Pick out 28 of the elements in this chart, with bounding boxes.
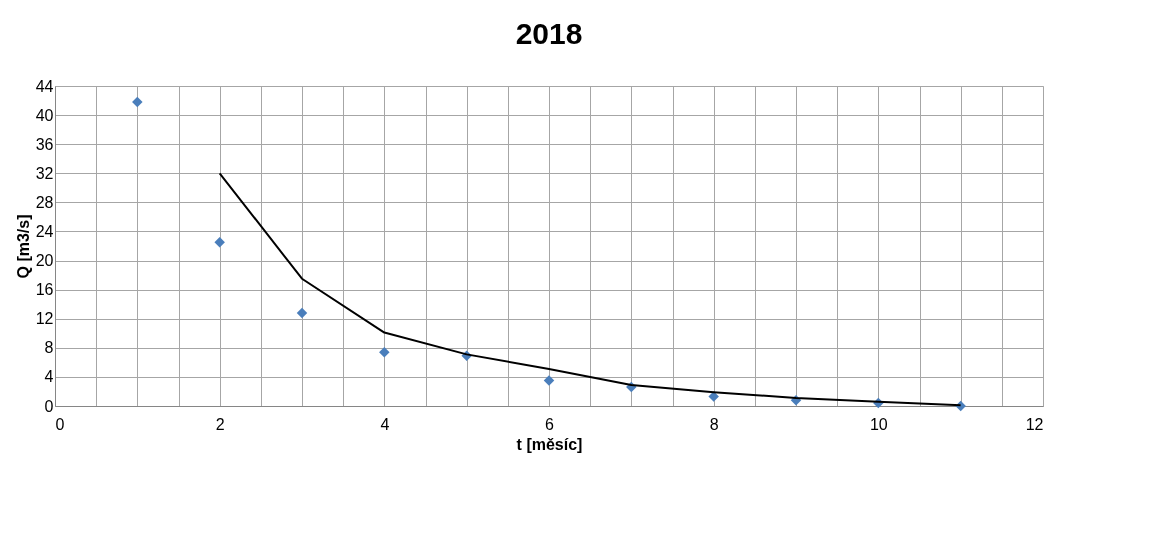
point bbox=[543, 375, 555, 386]
y-tick-label: 28 bbox=[35, 193, 54, 211]
x-tick-label: 10 bbox=[869, 415, 888, 433]
y-tick-label: 24 bbox=[35, 222, 54, 240]
point bbox=[379, 346, 390, 358]
y-tick-label: 20 bbox=[35, 252, 54, 270]
y-tick-label: 12 bbox=[35, 310, 54, 328]
x-tick-label: 6 bbox=[545, 415, 555, 433]
y-tick-label: 44 bbox=[35, 77, 54, 95]
x-tick-label: 2 bbox=[215, 415, 225, 433]
point bbox=[708, 391, 719, 402]
x-tick-label: 4 bbox=[380, 415, 390, 433]
point bbox=[132, 96, 143, 108]
point bbox=[296, 307, 308, 319]
y-tick-label: 32 bbox=[35, 164, 54, 182]
y-tick-label: 40 bbox=[35, 106, 54, 124]
y-tick-label: 36 bbox=[35, 135, 54, 153]
x-axis-title: t [měsíc] bbox=[516, 435, 583, 453]
x-tick-label: 12 bbox=[1025, 415, 1044, 433]
y-tick-label: 4 bbox=[44, 368, 54, 386]
x-tick-label: 0 bbox=[55, 415, 65, 433]
point bbox=[214, 237, 225, 248]
y-tick-label: 0 bbox=[44, 397, 54, 415]
y-axis-title: Q [m3/s] bbox=[14, 214, 32, 279]
y-tick-label: 16 bbox=[35, 281, 54, 299]
x-tick-label: 8 bbox=[709, 415, 719, 433]
y-tick-label: 8 bbox=[44, 339, 54, 357]
chart-title: 2018 bbox=[515, 17, 583, 50]
